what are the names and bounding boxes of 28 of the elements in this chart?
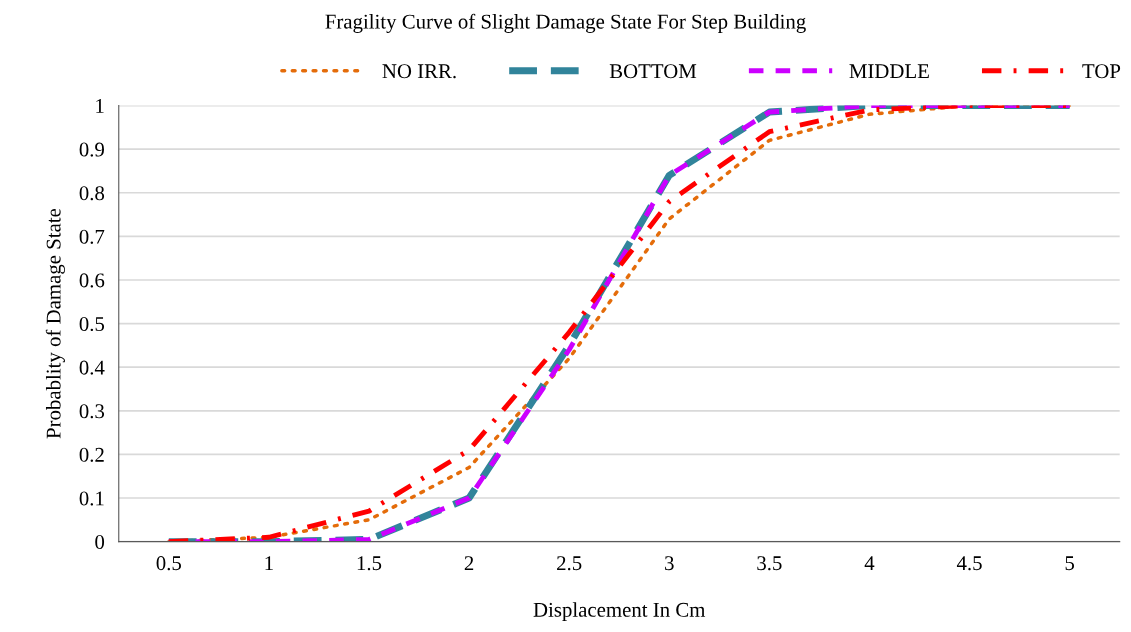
y-tick-label: 0 (95, 535, 105, 550)
y-tick-label: 0.2 (79, 447, 104, 462)
x-tick-label: 1.5 (357, 556, 382, 571)
x-tick-label: 4.5 (956, 556, 982, 571)
legend-label: NO IRR. (382, 64, 456, 79)
x-tick-label: 5 (1065, 556, 1075, 571)
y-tick-label: 0.7 (79, 229, 105, 244)
legend-label: BOTTOM (609, 64, 697, 79)
y-tick-label: 0.3 (79, 404, 105, 419)
y-tick-label: 0.5 (79, 316, 105, 332)
y-tick-label: 0.6 (79, 273, 105, 288)
x-axis-title: Displacement In Cm (533, 602, 706, 622)
x-tick-label: 3 (665, 556, 674, 571)
y-tick-label: 0.1 (79, 491, 104, 506)
y-axis-title: Probablity of Damage State (45, 208, 65, 439)
chart-title: Fragility Curve of Slight Damage State For Step Building (325, 13, 806, 33)
y-tick-label: 0.9 (79, 142, 105, 157)
x-tick-label: 2 (464, 556, 474, 570)
x-tick-label: 4 (864, 556, 875, 570)
y-tick-label: 0.4 (79, 360, 105, 375)
x-tick-label: 0.5 (156, 556, 182, 571)
legend-label: TOP (1082, 64, 1121, 79)
y-tick-label: 1 (96, 99, 104, 113)
x-tick-label: 3.5 (757, 556, 782, 571)
legend-label: MIDDLE (849, 64, 929, 79)
x-tick-label: 1 (265, 556, 273, 570)
x-tick-label: 2.5 (557, 556, 582, 571)
y-tick-label: 0.8 (79, 186, 105, 201)
